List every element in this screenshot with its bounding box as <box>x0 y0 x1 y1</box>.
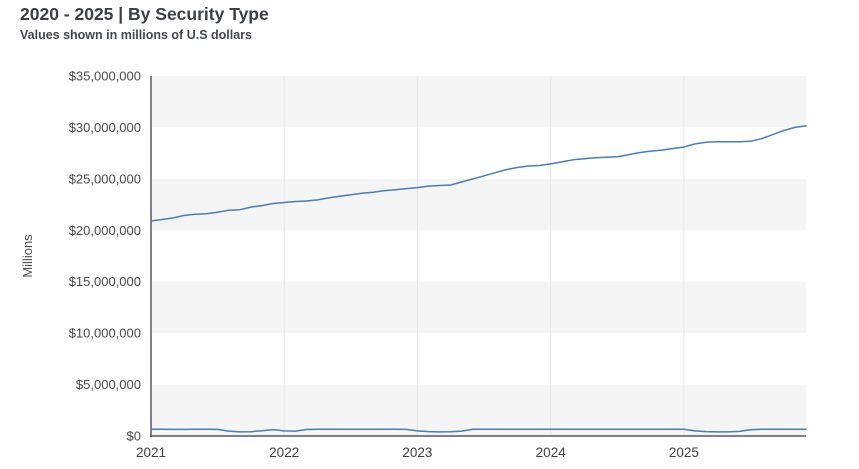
plot-band <box>151 384 806 437</box>
y-axis-tick-label: $10,000,000 <box>69 326 141 341</box>
y-axis-tick-label: $30,000,000 <box>69 120 141 135</box>
plot-band <box>151 333 806 385</box>
y-axis-tick-label: $5,000,000 <box>76 377 141 392</box>
x-axis-tick-label: 2021 <box>136 445 166 460</box>
y-axis-tick-label: $15,000,000 <box>69 274 141 289</box>
y-axis-tick-label: $0 <box>127 429 141 444</box>
chart-subtitle: Values shown in millions of U.S dollars <box>20 28 252 42</box>
y-axis-tick-label: $25,000,000 <box>69 171 141 186</box>
x-axis-tick-label: 2022 <box>269 445 299 460</box>
series-line-lower-series <box>150 428 807 433</box>
chart-title: 2020 - 2025 | By Security Type <box>20 4 269 24</box>
y-axis-tick-label: $35,000,000 <box>69 69 141 84</box>
x-axis-tick-label: 2025 <box>669 445 699 460</box>
plot-band <box>151 281 806 334</box>
series-line-upper-series <box>150 125 807 222</box>
x-axis-tick-label: 2024 <box>536 445 567 460</box>
x-axis-tick-label: 2023 <box>402 445 432 460</box>
y-axis-tick-label: $20,000,000 <box>69 223 141 238</box>
plot-band <box>151 230 806 282</box>
y-axis-title: Millions <box>20 234 35 278</box>
plot-band <box>151 127 806 179</box>
plot-band <box>151 178 806 231</box>
plot-band <box>151 76 806 128</box>
